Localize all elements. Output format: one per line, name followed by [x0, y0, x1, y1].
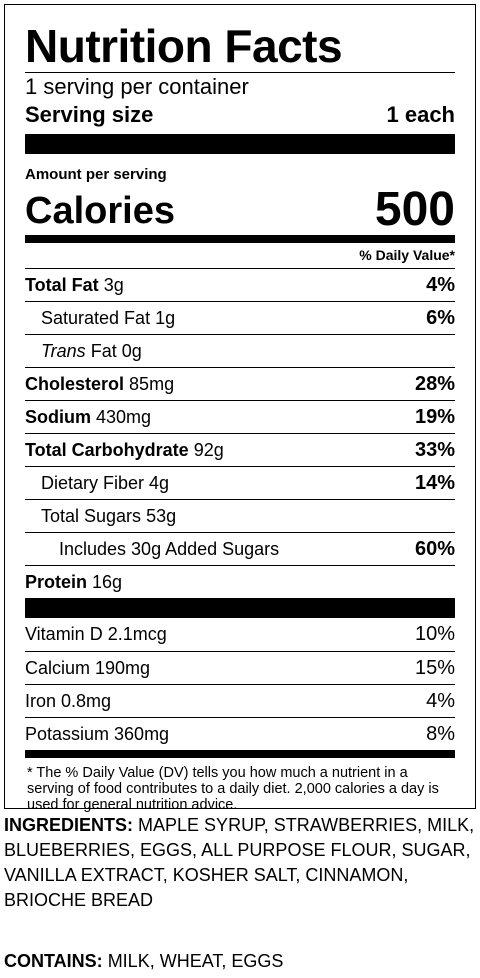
servings-per-container: 1 serving per container — [25, 74, 249, 99]
ingredients-label: INGREDIENTS: — [4, 815, 134, 835]
nutrient-name: Saturated Fat — [41, 307, 151, 328]
nutrient-row-total-carbohydrate: Total Carbohydrate 92g 33% — [25, 433, 455, 466]
nutrient-row-total-fat: Total Fat 3g 4% — [25, 268, 455, 301]
nutrient-amount: 430mg — [96, 406, 152, 427]
vitamins-divider — [25, 598, 455, 618]
vitamin-dv: 10% — [414, 623, 455, 645]
daily-value-header: % Daily Value* — [359, 247, 455, 263]
nutrient-text: Includes 30g Added Sugars — [59, 538, 280, 559]
contains-text: MILK, WHEAT, EGGS — [107, 951, 284, 971]
nutrient-row-cholesterol: Cholesterol 85mg 28% — [25, 367, 455, 400]
nutrient-amount: 92g — [193, 439, 224, 460]
nutrient-row-dietary-fiber: Dietary Fiber 4g 14% — [25, 466, 455, 499]
nutrient-amount: 3g — [103, 274, 124, 295]
nutrient-name: Protein — [25, 571, 88, 592]
contains-label: CONTAINS: — [4, 951, 103, 971]
vitamin-dv: 4% — [426, 689, 455, 712]
serving-size-row: Serving size 1 each — [25, 104, 455, 126]
footnote-divider — [25, 750, 455, 758]
nutrient-amount: 0g — [121, 340, 142, 361]
nutrient-dv: 6% — [426, 306, 455, 329]
nutrient-dv: 33% — [414, 438, 455, 461]
serving-size-value: 1 each — [386, 102, 456, 127]
nutrient-dv: 14% — [414, 471, 455, 494]
nutrient-row-saturated-fat: Saturated Fat 1g 6% — [25, 301, 455, 334]
nutrient-row-total-sugars: Total Sugars 53g — [25, 499, 455, 532]
vitamin-text: Iron 0.8mg — [25, 690, 112, 711]
nutrient-dv: 19% — [414, 405, 455, 428]
vitamin-text: Calcium 190mg — [25, 657, 151, 678]
vitamin-row-potassium: Potassium 360mg 8% — [25, 717, 455, 750]
nutrient-dv: 28% — [414, 372, 455, 395]
divider — [25, 72, 455, 73]
nutrient-row-trans-fat: Trans Fat 0g — [25, 334, 455, 367]
nutrition-facts-label: Nutrition Facts 1 serving per container … — [4, 4, 476, 813]
calories-label: Calories — [25, 190, 175, 232]
nutrient-name: Total Sugars — [41, 505, 142, 526]
ingredients-text: MAPLE SYRUP, STRAWBERRIES, MILK, BLUEBER… — [4, 815, 475, 910]
calories-row: Calories 500 — [25, 182, 455, 234]
vitamin-row-vitamin-d: Vitamin D 2.1mcg 10% — [25, 618, 455, 651]
nutrient-name: Fat — [90, 340, 117, 361]
allergen-section: CONTAINS: MILK, WHEAT, EGGS — [4, 949, 476, 974]
vitamin-dv: 8% — [426, 722, 455, 745]
nutrient-name: Total Fat — [25, 274, 99, 295]
nutrient-amount: 16g — [92, 571, 123, 592]
nutrient-amount: 4g — [149, 472, 170, 493]
amount-per-serving: Amount per serving — [25, 166, 167, 183]
nutrient-dv: 60% — [414, 537, 455, 560]
medium-divider — [25, 235, 455, 243]
nutrient-amount: 85mg — [129, 373, 175, 394]
nutrient-name: Cholesterol — [25, 373, 125, 394]
nutrient-name: Sodium — [25, 406, 91, 427]
nutrient-name: Total Carbohydrate — [25, 439, 189, 460]
vitamin-text: Potassium 360mg — [25, 723, 170, 744]
vitamin-text: Vitamin D 2.1mcg — [25, 624, 167, 644]
nutrient-row-added-sugars: Includes 30g Added Sugars 60% — [25, 532, 455, 565]
thick-divider — [25, 134, 455, 154]
vitamin-dv: 15% — [414, 656, 455, 679]
nutrient-name: Dietary Fiber — [41, 472, 145, 493]
nutrient-amount: 1g — [155, 307, 176, 328]
nutrient-row-sodium: Sodium 430mg 19% — [25, 400, 455, 433]
nutrient-name-italic: Trans — [41, 340, 86, 361]
nutrient-row-protein: Protein 16g — [25, 565, 455, 598]
nutrient-dv: 4% — [426, 273, 455, 296]
footnote: * The % Daily Value (DV) tells you how m… — [27, 765, 439, 813]
vitamin-row-iron: Iron 0.8mg 4% — [25, 684, 455, 717]
ingredients-section: INGREDIENTS: MAPLE SYRUP, STRAWBERRIES, … — [4, 813, 476, 913]
nutrient-amount: 53g — [146, 505, 177, 526]
calories-value: 500 — [374, 183, 455, 236]
serving-size-label: Serving size — [25, 102, 154, 127]
vitamin-row-calcium: Calcium 190mg 15% — [25, 651, 455, 684]
label-title: Nutrition Facts — [25, 20, 343, 72]
